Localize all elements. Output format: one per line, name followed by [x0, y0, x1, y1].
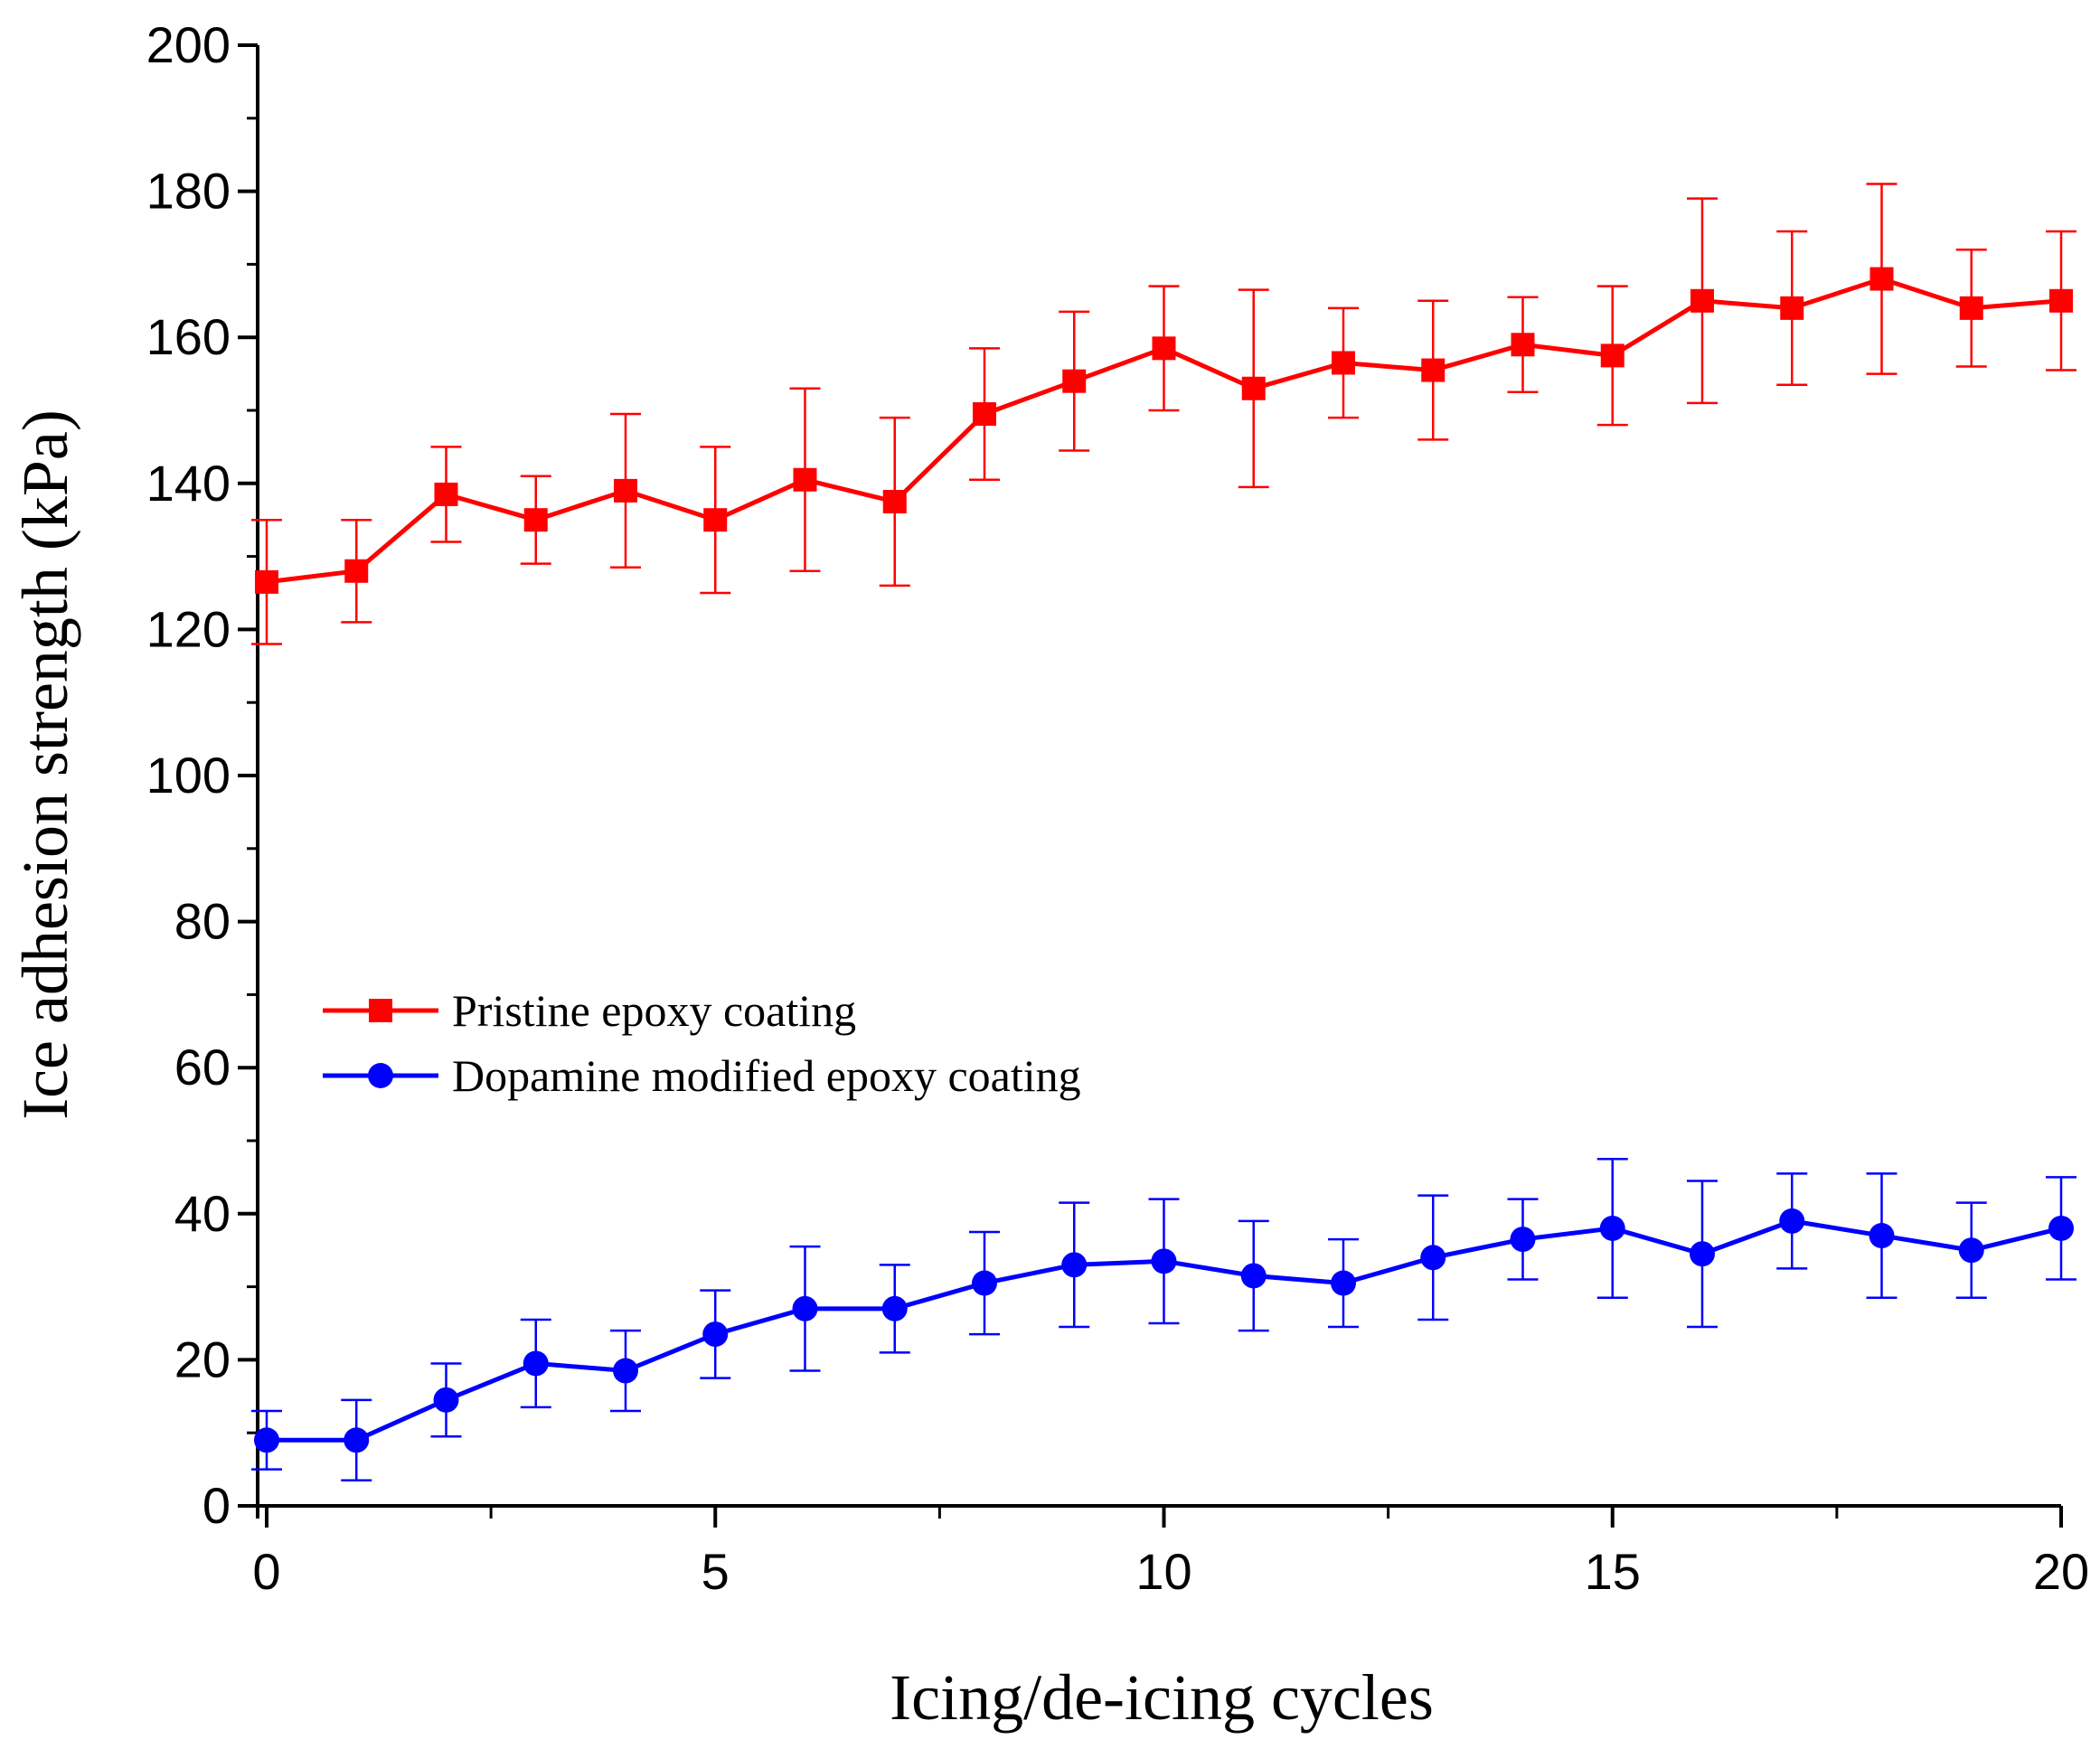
- data-point: [614, 478, 637, 503]
- y-tick-label: 100: [146, 747, 231, 804]
- series-dopamine: [251, 1157, 2076, 1481]
- data-point: [1780, 296, 1804, 320]
- x-tick-label: 20: [2033, 1543, 2089, 1600]
- data-point: [1061, 1252, 1088, 1278]
- x-axis-title: Icing/de-icing cycles: [890, 1661, 1434, 1734]
- data-point: [344, 559, 369, 583]
- data-point: [1152, 336, 1176, 361]
- data-point: [613, 1358, 638, 1384]
- data-point: [1779, 1208, 1805, 1234]
- legend-marker: [369, 999, 392, 1022]
- y-tick-label: 120: [146, 600, 231, 657]
- y-axis-title: Ice adhesion strength (kPa): [9, 409, 81, 1120]
- y-tick-label: 40: [174, 1185, 231, 1242]
- legend-marker: [368, 1063, 393, 1088]
- y-tick-label: 80: [174, 893, 231, 950]
- data-point: [1869, 1223, 1895, 1249]
- data-point: [703, 508, 728, 532]
- data-point: [1690, 1241, 1715, 1267]
- data-point: [1241, 376, 1266, 400]
- data-point: [1062, 369, 1087, 393]
- data-point: [1599, 1215, 1625, 1241]
- data-point: [2049, 288, 2073, 313]
- data-point: [882, 490, 907, 513]
- data-point: [1958, 1237, 1984, 1264]
- data-point: [254, 1427, 279, 1453]
- data-point: [523, 1350, 549, 1377]
- y-tick-label: 60: [174, 1039, 231, 1095]
- data-point: [1151, 1248, 1177, 1274]
- data-point: [433, 1387, 459, 1413]
- plot-area: 0 20 40 60 80 100 120 140 160 180 200 0 5 10 15 20: [146, 16, 2090, 1600]
- x-tick-label: 0: [252, 1543, 280, 1600]
- data-point: [1959, 296, 1983, 320]
- data-point: [1869, 267, 1894, 291]
- data-point: [973, 402, 996, 427]
- data-point: [1331, 1270, 1356, 1296]
- data-point: [1600, 343, 1624, 368]
- data-point: [1240, 1263, 1267, 1289]
- data-point: [2048, 1215, 2074, 1241]
- data-point: [1510, 1227, 1536, 1253]
- data-point: [1332, 351, 1355, 375]
- y-tick-label: 0: [202, 1477, 231, 1534]
- y-tick-label: 140: [146, 455, 231, 512]
- data-point: [1511, 333, 1535, 357]
- data-point: [434, 482, 458, 506]
- data-point: [972, 1270, 997, 1296]
- y-tick-label: 200: [146, 16, 231, 73]
- data-point: [255, 569, 278, 594]
- y-tick-label: 160: [146, 308, 231, 365]
- data-point: [1690, 288, 1714, 313]
- data-point: [793, 467, 817, 492]
- y-tick-label: 20: [174, 1331, 231, 1387]
- legend-label: Pristine epoxy coating: [452, 985, 856, 1036]
- y-tick-label: 180: [146, 163, 231, 220]
- data-point: [792, 1295, 818, 1321]
- data-point: [1421, 358, 1446, 382]
- data-point: [881, 1295, 908, 1321]
- legend-label: Dopamine modified epoxy coating: [452, 1050, 1081, 1101]
- x-tick-label: 10: [1135, 1543, 1191, 1600]
- legend: Pristine epoxy coating Dopamine modified …: [323, 985, 1081, 1101]
- x-tick-label: 5: [702, 1543, 730, 1600]
- data-point: [1420, 1245, 1446, 1271]
- series-pristine: [251, 183, 2076, 645]
- data-point: [523, 508, 548, 532]
- data-point: [344, 1427, 370, 1453]
- x-tick-label: 15: [1585, 1543, 1641, 1600]
- data-point: [702, 1321, 729, 1348]
